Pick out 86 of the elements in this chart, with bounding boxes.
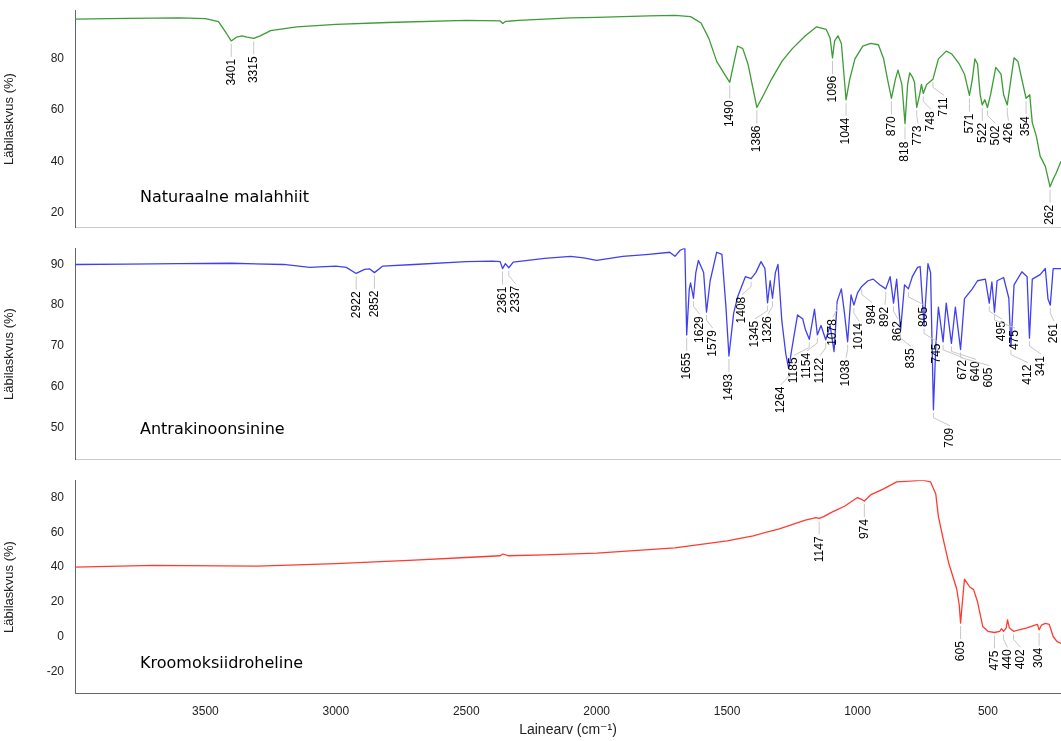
- annotation: 1493: [721, 373, 736, 401]
- annotation: 2361: [494, 286, 509, 314]
- y-tick-label: 70: [50, 338, 65, 353]
- annotation: 711: [936, 97, 951, 117]
- x-tick-label: 1500: [713, 704, 741, 719]
- annotation: 1655: [679, 352, 693, 380]
- annotation: 1038: [838, 359, 853, 387]
- x-tick-label: 1000: [844, 704, 872, 719]
- annotation: 262: [1042, 204, 1057, 225]
- annotation: 1579: [705, 329, 719, 357]
- annotation: 1185: [786, 357, 801, 384]
- text: Naturaalne malahhiit: [140, 186, 309, 206]
- x-tick-label: 500: [977, 704, 999, 719]
- annotation: 1386: [749, 125, 764, 153]
- annotation: 475: [1007, 329, 1022, 351]
- annotation: 605: [981, 367, 996, 388]
- annotation: 818: [897, 141, 912, 162]
- annotation: 304: [1031, 647, 1046, 668]
- x-tick-label: 2000: [583, 704, 611, 719]
- annotation: 748: [923, 111, 938, 132]
- annotation: 984: [864, 304, 879, 325]
- annotation: 571: [961, 113, 976, 134]
- y-tick-label: 50: [50, 419, 65, 434]
- annotation: 341: [1033, 355, 1048, 377]
- y-tick-label: 40: [50, 559, 65, 574]
- text: Antrakinoonsinine: [140, 418, 285, 438]
- annotation: 1147: [811, 536, 826, 563]
- annotation: 2337: [507, 285, 522, 313]
- annotation: 426: [1000, 122, 1015, 143]
- annotation: 412: [1020, 364, 1035, 385]
- y-tick-label: 60: [50, 102, 65, 117]
- annotation: 502: [987, 125, 1002, 146]
- annotation: 1326: [760, 315, 775, 343]
- x-tick-label: 3000: [322, 704, 350, 719]
- y-tick-label: 40: [50, 153, 65, 168]
- annotation: 974: [856, 518, 871, 540]
- annotation: 1408: [734, 296, 749, 324]
- y-tick-label: 80: [50, 297, 65, 312]
- y-tick-label: -20: [46, 663, 65, 678]
- y-tick-label: 60: [50, 524, 65, 539]
- y-tick-label: 80: [50, 489, 65, 504]
- x-axis-title: Lainearv (cm⁻¹): [519, 721, 617, 738]
- annotation: 1490: [722, 100, 737, 128]
- annotation: 835: [903, 348, 918, 369]
- annotation: 1629: [692, 315, 706, 343]
- y-tick-label: 80: [50, 51, 65, 66]
- annotation: 522: [974, 122, 989, 143]
- annotation: 773: [910, 125, 925, 146]
- annotation: 745: [929, 343, 944, 364]
- annotation: 2852: [366, 290, 381, 318]
- annotation: 1264: [773, 386, 788, 414]
- annotation: 2922: [348, 291, 363, 319]
- y-tick-label: 20: [50, 594, 65, 609]
- annotation: 261: [1046, 322, 1061, 344]
- annotation: 3315: [245, 56, 260, 84]
- y-tick-label: 20: [50, 204, 65, 219]
- annotation: 1345: [747, 320, 762, 348]
- y-tick-label: 0: [57, 628, 65, 643]
- annotation: 475: [986, 650, 1001, 671]
- y-tick-label: 90: [50, 256, 65, 271]
- annotation: 1078: [825, 318, 840, 346]
- y-tick-label: 60: [50, 378, 65, 393]
- annotation: 495: [994, 320, 1009, 342]
- annotation: 870: [883, 115, 898, 137]
- annotation: 402: [1012, 648, 1027, 670]
- annotation: 892: [877, 306, 892, 327]
- y-axis-title: Läbilaskvus (%): [1, 73, 17, 165]
- annotation: 862: [890, 320, 905, 342]
- annotation: 1122: [812, 357, 827, 384]
- x-tick-label: 2500: [452, 704, 480, 719]
- annotation: 709: [942, 427, 957, 448]
- annotation: 1044: [838, 117, 853, 145]
- annotation: 1014: [851, 322, 866, 350]
- annotation: 3401: [223, 58, 238, 86]
- text: Kroomoksiidroheline: [140, 652, 304, 672]
- y-axis-title: Läbilaskvus (%): [1, 541, 17, 633]
- y-axis-title: Läbilaskvus (%): [1, 308, 17, 400]
- x-tick-label: 3500: [192, 704, 220, 719]
- annotation: 1096: [824, 75, 839, 103]
- annotation: 440: [999, 648, 1014, 670]
- annotation: 640: [968, 361, 983, 382]
- annotation: 672: [955, 359, 970, 380]
- annotation: 1154: [799, 352, 814, 379]
- annotation: 605: [952, 640, 967, 662]
- annotation: 805: [916, 306, 931, 327]
- annotation: 354: [1018, 115, 1033, 137]
